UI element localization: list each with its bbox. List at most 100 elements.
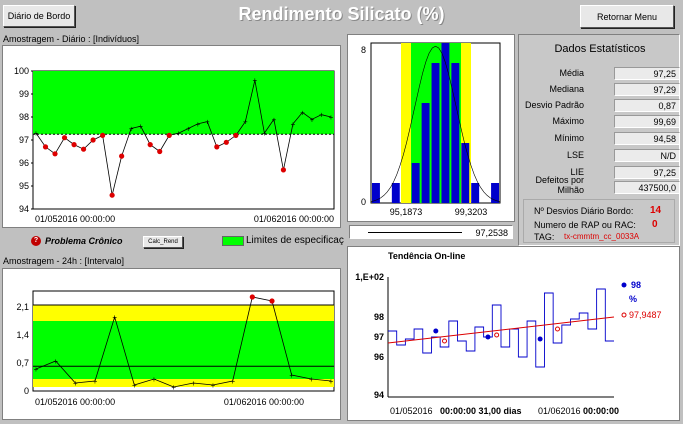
bottom-point: + xyxy=(53,357,58,366)
top-out-of-spec-point xyxy=(42,144,49,150)
bottom-point: + xyxy=(112,313,117,322)
stat-value: N/D xyxy=(614,149,680,162)
top-y-tick: 99 xyxy=(19,89,29,99)
stat-label: LIE xyxy=(570,167,584,177)
bottom-out-of-limit-point xyxy=(269,298,275,304)
hist-bar xyxy=(421,103,430,203)
bottom-point: + xyxy=(34,365,39,374)
hist-bar xyxy=(471,183,480,203)
trend-mean-point xyxy=(555,326,560,332)
top-out-of-spec-point xyxy=(233,132,239,138)
top-out-of-spec-point xyxy=(119,153,125,159)
bottom-point: + xyxy=(73,379,78,388)
spec-limits-legend-swatch xyxy=(222,236,244,246)
trend-legend-unit: % xyxy=(629,294,637,304)
top-y-tick: 94 xyxy=(19,204,29,214)
hist-bar xyxy=(491,183,499,203)
stats-panel: Dados Estatísticos Média 97,25 Mediana 97,2… xyxy=(518,34,680,246)
bottom-out-of-limit-point xyxy=(249,294,255,300)
trend-regression-line xyxy=(387,316,615,344)
bottom-x-tick-right: 01/062016 00:00:00 xyxy=(224,397,304,407)
hist-y-tick-top: 8 xyxy=(361,45,366,55)
bottom-point: + xyxy=(132,381,137,390)
hist-bar xyxy=(451,63,460,203)
top-chart-label: Amostragem - Diário : [Indivíduos] xyxy=(3,34,140,44)
top-out-of-spec-point xyxy=(61,135,68,141)
trend-x-right: 01/062016 xyxy=(538,406,581,416)
top-out-of-spec-point xyxy=(71,142,77,148)
bottom-point: + xyxy=(230,377,235,386)
trend-sample-point xyxy=(485,334,491,340)
bottom-chart-panel: 2,1 1,4 0,7 0 + + + + + + + + + + + + + +01/052016 00:00:… xyxy=(2,268,341,420)
histogram-panel: 8 0 95,1873 99,3203 xyxy=(347,34,515,222)
hist-bar xyxy=(391,183,400,203)
top-y-tick: 97 xyxy=(19,135,29,145)
bottom-point: + xyxy=(211,381,216,390)
hist-bar xyxy=(431,63,440,203)
bottom-point: + xyxy=(152,375,157,384)
top-out-of-spec-point xyxy=(166,132,172,138)
bottom-point: + xyxy=(171,383,176,392)
stat-label: Máximo xyxy=(552,116,584,126)
top-out-of-spec-point xyxy=(90,137,96,143)
hist-x-right: 99,3203 xyxy=(455,207,488,217)
interval-chart: 2,1 1,4 0,7 0 + + + + + + + + + + + + + +01/052016 00:00:… xyxy=(16,290,335,407)
desvios-value: 14 xyxy=(650,205,662,216)
top-out-of-spec-point xyxy=(147,142,153,148)
trend-y-tick: 94 xyxy=(374,390,384,400)
trend-y-tick: 97 xyxy=(374,332,384,342)
top-out-of-spec-point xyxy=(214,144,220,150)
top-chart-panel: 100 99 98 97 96 95 94 + + + + + + + + + + + + + + + +01/052016… xyxy=(2,45,341,228)
top-out-of-spec-point xyxy=(157,148,163,155)
tag-label: TAG: xyxy=(534,232,555,242)
bottom-y-tick: 0 xyxy=(24,386,29,396)
bottom-chart-label: Amostragem - 24h : [Intervalo] xyxy=(3,256,125,266)
trend-legend-value1: 98 xyxy=(631,280,641,290)
tag-value: tx-cmmtm_cc_0033A xyxy=(564,232,640,241)
trend-x-mid: 00:00:00 31,00 dias xyxy=(440,406,522,416)
desvios-box: Nº Desvios Diário Bordo: 14 Numero de RA… xyxy=(523,199,675,243)
stat-value: 0,87 xyxy=(614,99,680,112)
trend-legend-point-blue xyxy=(621,282,627,288)
trend-y-tick: 96 xyxy=(374,352,384,362)
stat-label: LSE xyxy=(566,150,584,160)
top-in-spec-point: + xyxy=(205,118,210,127)
trend-legend-point-red xyxy=(621,312,627,318)
stat-value: 437500,0 xyxy=(614,181,680,194)
top-in-spec-point: + xyxy=(300,108,305,117)
top-out-of-spec-point xyxy=(100,132,106,138)
bottom-series-line xyxy=(35,296,332,388)
rap-label: Numero de RAP ou RAC: xyxy=(534,220,636,230)
top-in-spec-point: + xyxy=(253,76,258,85)
trend-y-tick: 98 xyxy=(374,312,384,322)
stat-label: Média xyxy=(559,68,584,78)
top-in-spec-point: + xyxy=(319,111,324,120)
calc-rend-button[interactable]: Calc_Rend xyxy=(143,236,183,248)
top-in-spec-point: + xyxy=(243,118,248,127)
top-in-spec-point: + xyxy=(310,115,315,124)
trend-legend-value2: 97,9487 xyxy=(629,310,662,320)
stat-label: Mínimo xyxy=(554,133,584,143)
bottom-y-tick: 2,1 xyxy=(16,302,29,312)
stat-label: Desvio Padrão xyxy=(524,100,584,110)
hist-y-tick-bottom: 0 xyxy=(361,197,366,207)
stat-value: 97,25 xyxy=(614,67,680,80)
top-out-of-spec-point xyxy=(80,146,87,152)
spec-limits-legend-label: Limites de especificaç xyxy=(246,235,344,246)
stat-value: 94,58 xyxy=(614,132,680,145)
trend-y-tick: 1,E+02 xyxy=(355,272,384,282)
stat-value: 97,25 xyxy=(614,166,680,179)
bottom-point: + xyxy=(309,375,314,384)
histogram-chart: 8 0 95,1873 99,3203 xyxy=(361,42,501,217)
histogram-value-box: 97,2538 xyxy=(349,225,513,239)
trend-sample-point xyxy=(537,336,543,342)
top-out-of-spec-point xyxy=(109,192,115,198)
hist-x-left: 95,1873 xyxy=(390,207,423,217)
top-x-tick-left: 01/052016 00:00:00 xyxy=(35,214,115,224)
stat-label: Defeitos por Milhão xyxy=(535,175,584,195)
trend-step-series xyxy=(388,288,614,368)
top-y-tick: 95 xyxy=(19,181,29,191)
bottom-point: + xyxy=(329,377,334,386)
diario-de-bordo-button[interactable]: Diário de Bordo xyxy=(3,5,75,27)
retornar-menu-button[interactable]: Retornar Menu xyxy=(580,5,674,28)
